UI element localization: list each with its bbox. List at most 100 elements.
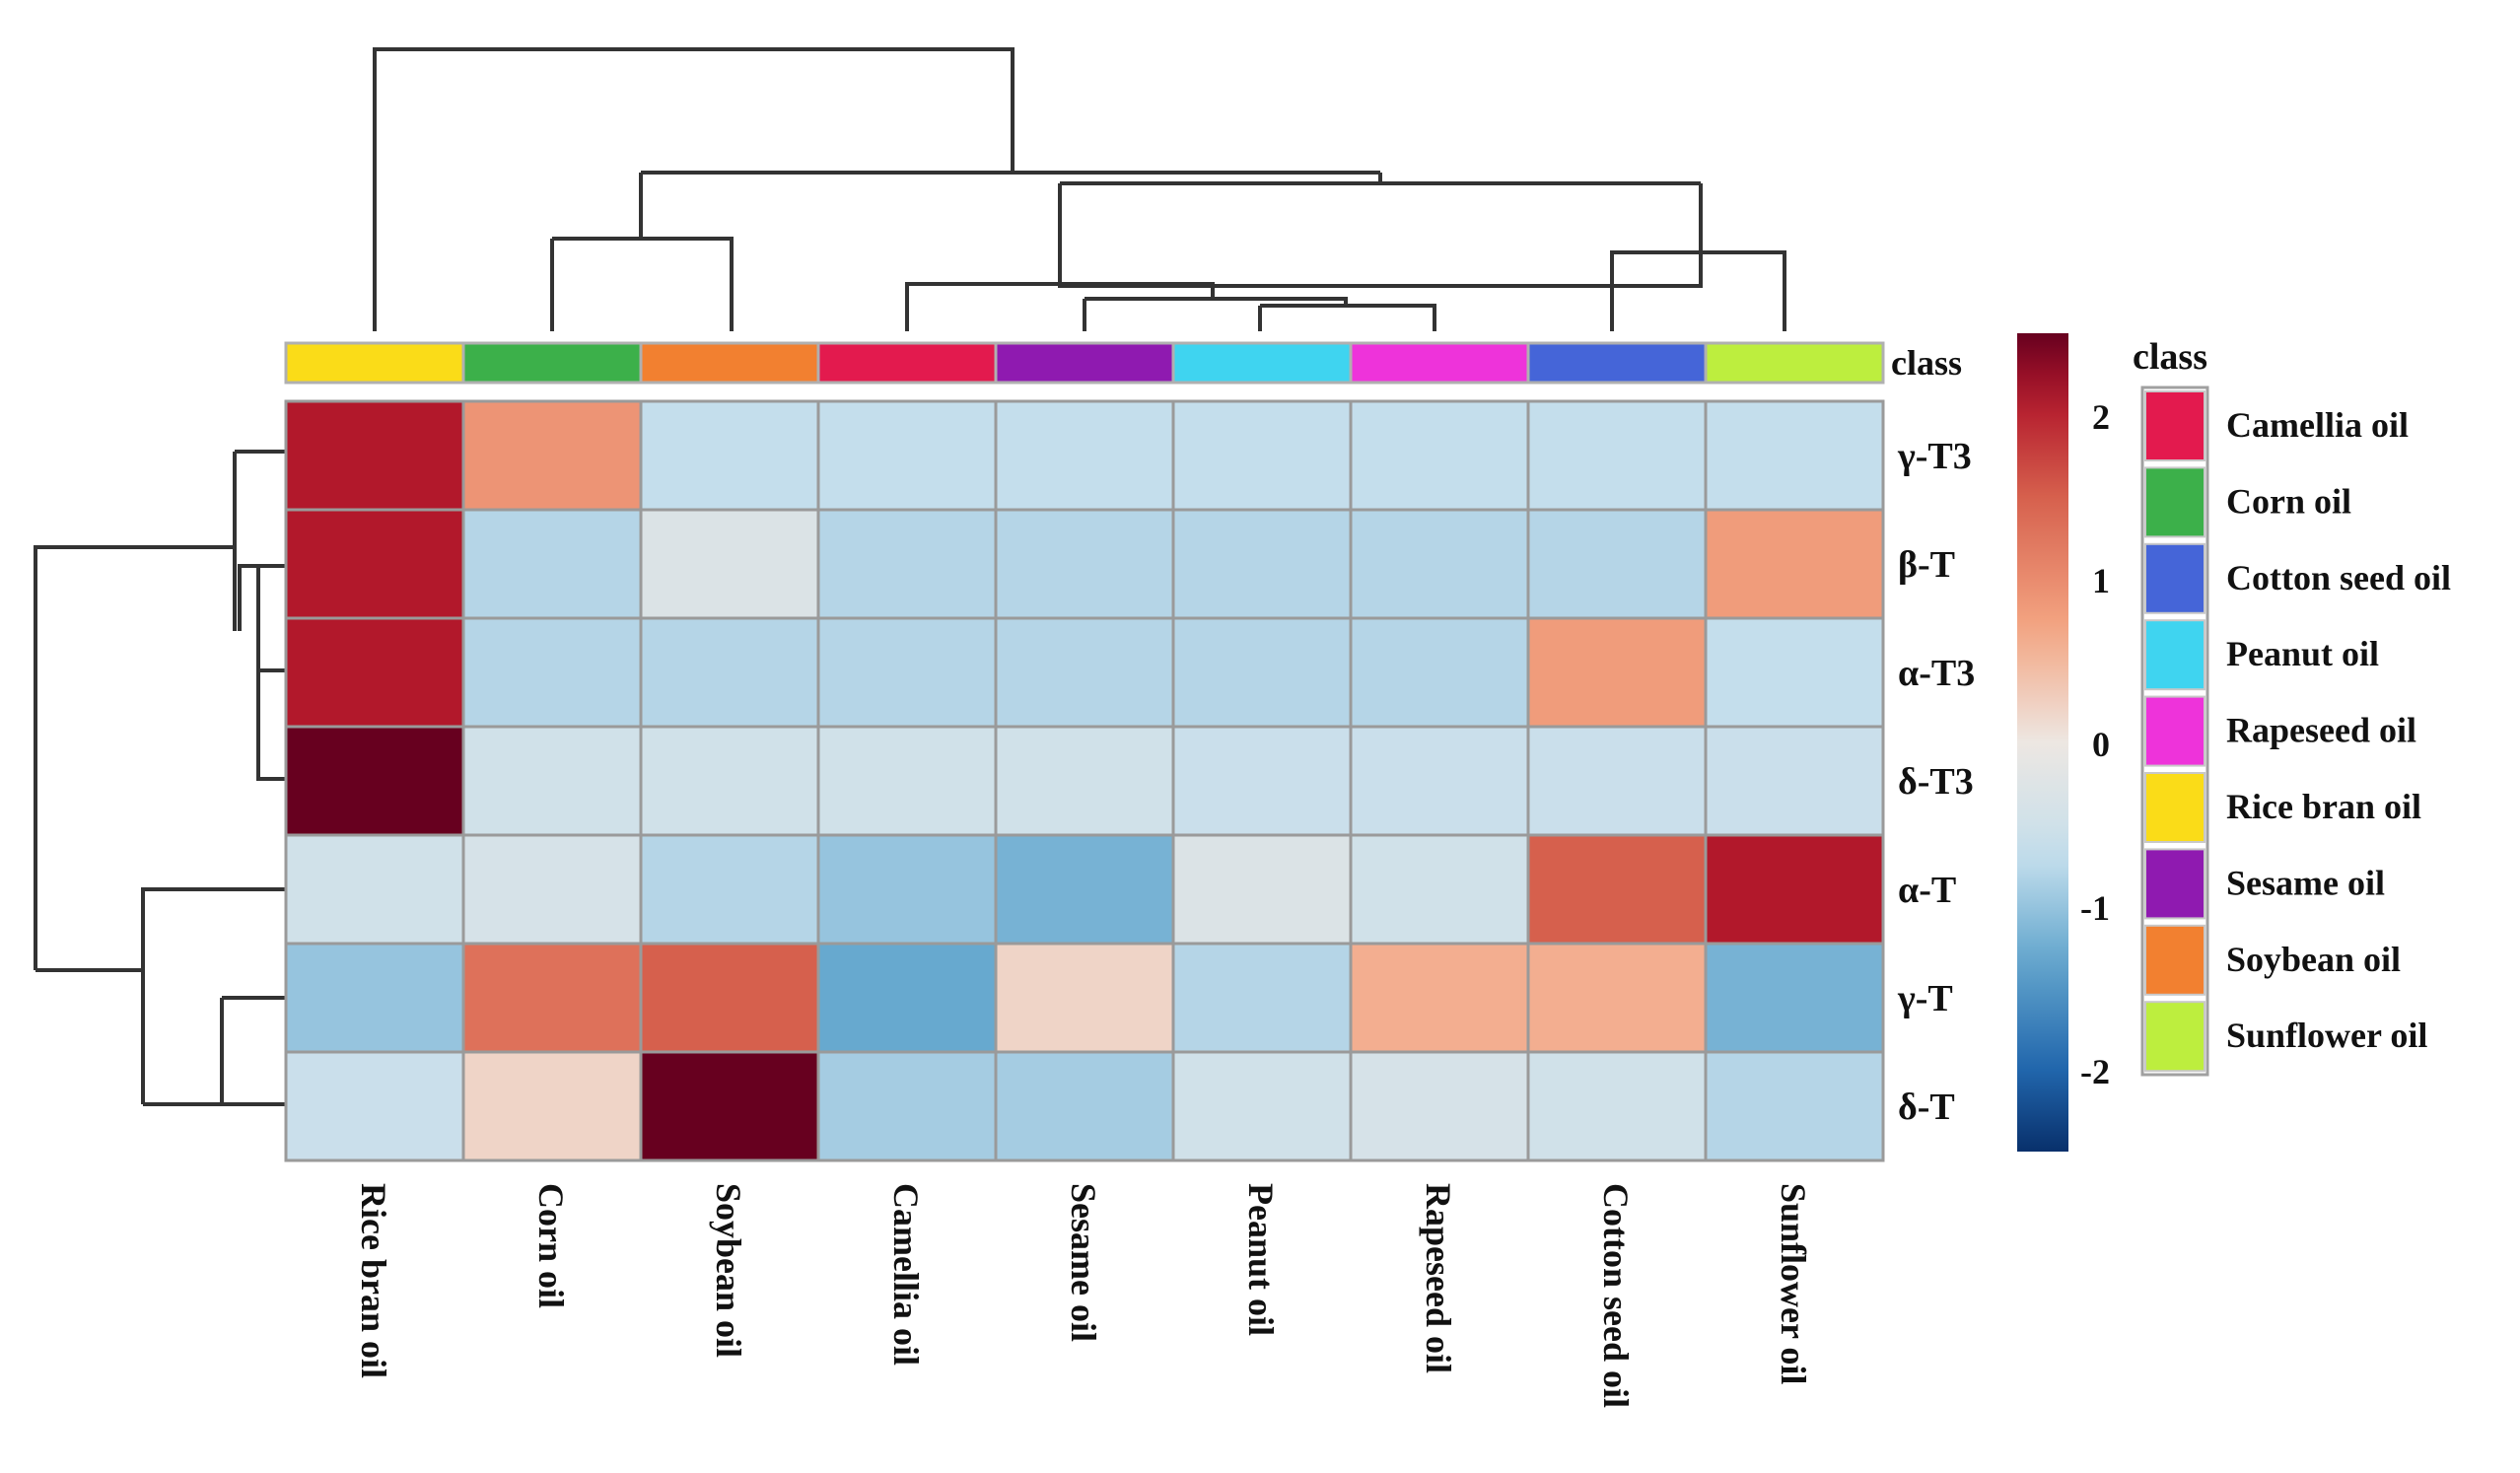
heatmap-cell xyxy=(461,725,643,837)
heatmap-cell xyxy=(816,833,998,946)
legend-swatch xyxy=(2144,695,2205,767)
legend-swatch xyxy=(2144,542,2205,614)
col-dendro-branch xyxy=(373,47,1015,331)
heatmap-cell xyxy=(1526,833,1708,946)
heatmap-cell xyxy=(284,616,465,729)
row-label: α-T3 xyxy=(1898,653,1975,694)
heatmap-cell xyxy=(1526,1050,1708,1162)
column-label: Camellia oil xyxy=(886,1183,926,1366)
legend-label: Cotton seed oil xyxy=(2226,558,2451,597)
heatmap-cell xyxy=(1349,725,1530,837)
colorbar: 2 1 0 -1 -2 xyxy=(2017,333,2110,1152)
heatmap-cell xyxy=(461,508,643,620)
heatmap-cell xyxy=(1704,942,1885,1054)
heatmap-cell xyxy=(816,616,998,729)
heatmap-cell xyxy=(1526,725,1708,837)
column-label: Peanut oil xyxy=(1241,1183,1281,1336)
heatmap-cell xyxy=(1171,833,1353,946)
class-bar-cell xyxy=(1704,341,1885,385)
heatmap-cell xyxy=(1526,399,1708,512)
col-dendro-branch xyxy=(639,173,734,331)
legend-swatch xyxy=(2144,1001,2205,1073)
heatmap-cell xyxy=(994,725,1175,837)
column-label: Cotton seed oil xyxy=(1596,1183,1636,1408)
column-label: Rapeseed oil xyxy=(1419,1183,1458,1373)
column-label: Sesame oil xyxy=(1064,1183,1103,1342)
heatmap-cell xyxy=(1349,1050,1530,1162)
col-dendro-branch xyxy=(905,282,1215,331)
heatmap-cell xyxy=(816,725,998,837)
class-label: class xyxy=(1891,343,1962,383)
heatmap-cell xyxy=(816,1050,998,1162)
heatmap-cell xyxy=(1704,833,1885,946)
row-dendro-branch xyxy=(256,670,286,781)
heatmap-cell xyxy=(1704,508,1885,620)
legend-swatch xyxy=(2144,772,2205,843)
class-bar-cell xyxy=(994,341,1175,385)
legend-label: Camellia oil xyxy=(2226,405,2409,445)
colorbar-tick-label: -2 xyxy=(2080,1052,2110,1091)
class-bar-cell xyxy=(639,341,820,385)
row-label: γ-T xyxy=(1897,978,1953,1019)
heatmap-cell xyxy=(1171,616,1353,729)
heatmap-cell xyxy=(1349,616,1530,729)
class-bar-cell xyxy=(1349,341,1530,385)
heatmap-cell xyxy=(1526,508,1708,620)
heatmap-cell xyxy=(994,942,1175,1054)
row-dendro-branch xyxy=(34,545,235,970)
heatmap-cell xyxy=(284,399,465,512)
heatmap-cell xyxy=(1171,942,1353,1054)
colorbar-tick-label: 1 xyxy=(2092,561,2110,600)
row-labels: γ-T3 β-T α-T3 δ-T3 α-T γ-T δ-T xyxy=(1897,436,1975,1128)
column-label: Soybean oil xyxy=(709,1183,748,1358)
heatmap-cell xyxy=(284,833,465,946)
heatmap-cell xyxy=(1349,942,1530,1054)
legend-swatch xyxy=(2144,924,2205,996)
heatmap-cell xyxy=(994,833,1175,946)
row-label: α-T xyxy=(1898,870,1956,911)
class-bar-cell xyxy=(816,341,998,385)
heatmap-cell xyxy=(994,508,1175,620)
heatmap-cell xyxy=(461,942,643,1054)
column-label: Corn oil xyxy=(531,1183,571,1308)
class-legend: class Camellia oil Corn oil Cotton seed oil… xyxy=(2133,336,2451,1077)
heatmap-cell xyxy=(284,942,465,1054)
colorbar-tick-label: 2 xyxy=(2092,397,2110,437)
row-label: β-T xyxy=(1898,544,1955,586)
heatmap-cell xyxy=(639,1050,820,1162)
legend-label: Sesame oil xyxy=(2226,863,2385,902)
column-dendrogram xyxy=(373,47,1786,331)
heatmap-cell xyxy=(284,1050,465,1162)
class-bar-cell xyxy=(1171,341,1353,385)
legend-label: Soybean oil xyxy=(2226,940,2401,979)
heatmap-cell xyxy=(1526,616,1708,729)
row-dendro-branch xyxy=(220,998,286,1106)
heatmap-cell xyxy=(1171,725,1353,837)
heatmap-cell xyxy=(1704,725,1885,837)
heatmap-cell xyxy=(461,833,643,946)
class-color-bar xyxy=(284,341,1885,385)
row-label: γ-T3 xyxy=(1897,436,1972,477)
heatmap-cell xyxy=(461,616,643,729)
heatmap-cells xyxy=(284,399,1885,1162)
col-dendro-branch xyxy=(1085,297,1348,306)
heatmap-cell xyxy=(1704,616,1885,729)
heatmap-cell xyxy=(816,399,998,512)
class-bar-cell xyxy=(284,341,465,385)
heatmap-cell xyxy=(284,725,465,837)
legend-swatch xyxy=(2144,848,2205,920)
col-dendro-branch xyxy=(1610,250,1786,331)
class-bar-cell xyxy=(461,341,643,385)
legend-swatch xyxy=(2144,619,2205,691)
heatmap-cell xyxy=(1349,399,1530,512)
heatmap-cell xyxy=(1171,508,1353,620)
heatmap-cell xyxy=(1704,399,1885,512)
legend-label: Rice bran oil xyxy=(2226,787,2421,826)
legend-swatch xyxy=(2144,466,2205,538)
heatmap-cell xyxy=(639,942,820,1054)
legend-label: Peanut oil xyxy=(2226,634,2379,673)
legend-label: Rapeseed oil xyxy=(2226,711,2416,750)
column-labels: Rice bran oil Corn oil Soybean oil Camellia… xyxy=(354,1183,1813,1408)
heatmap-cell xyxy=(461,399,643,512)
